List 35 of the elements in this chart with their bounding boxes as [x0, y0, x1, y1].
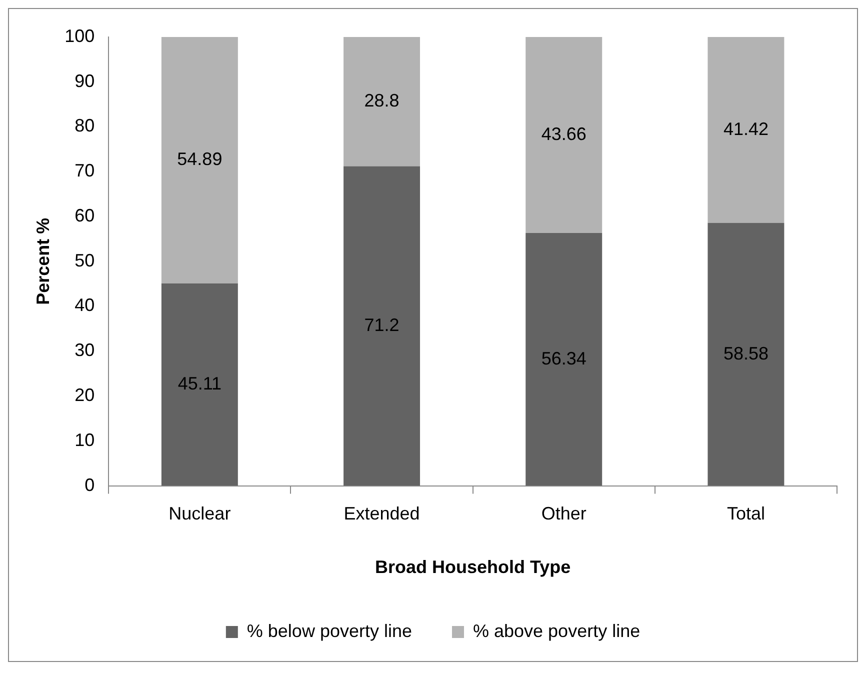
legend-label: % above poverty line: [472, 620, 640, 641]
bar: [344, 166, 420, 486]
y-axis-title: Percent %: [32, 218, 53, 305]
bar: [526, 37, 602, 233]
bar: [161, 37, 238, 284]
legend-label: % below poverty line: [246, 620, 412, 641]
x-tick-label: Other: [541, 504, 586, 524]
bar: [526, 232, 602, 486]
y-tick-label: 100: [64, 26, 95, 46]
x-tick-label: Nuclear: [168, 504, 231, 524]
bar: [344, 37, 420, 166]
y-tick-label: 60: [74, 205, 95, 226]
y-tick-label: 70: [74, 160, 95, 181]
y-tick-label: 10: [74, 430, 95, 450]
data-label: 43.66: [541, 124, 586, 144]
y-tick-label: 40: [74, 295, 95, 316]
y-tick-label: 90: [74, 70, 95, 91]
data-label: 56.34: [541, 348, 586, 368]
x-tick-label: Total: [726, 504, 765, 524]
y-tick-label: 80: [74, 116, 95, 136]
data-label: 28.8: [364, 90, 400, 111]
y-tick-label: 30: [74, 340, 95, 360]
y-tick-label: 20: [74, 385, 95, 406]
y-tick-label: 50: [74, 250, 95, 270]
y-tick-label: 0: [84, 474, 95, 495]
bar: [708, 222, 784, 486]
bar: [708, 37, 784, 223]
x-axis-title: Broad Household Type: [374, 557, 571, 578]
data-label: 54.89: [177, 149, 222, 170]
bar: [161, 283, 238, 486]
data-label: 45.11: [178, 374, 222, 394]
data-label: 71.2: [364, 314, 400, 335]
data-label: 58.58: [723, 343, 768, 364]
x-tick-label: Extended: [344, 504, 420, 524]
data-label: 41.42: [723, 118, 768, 139]
